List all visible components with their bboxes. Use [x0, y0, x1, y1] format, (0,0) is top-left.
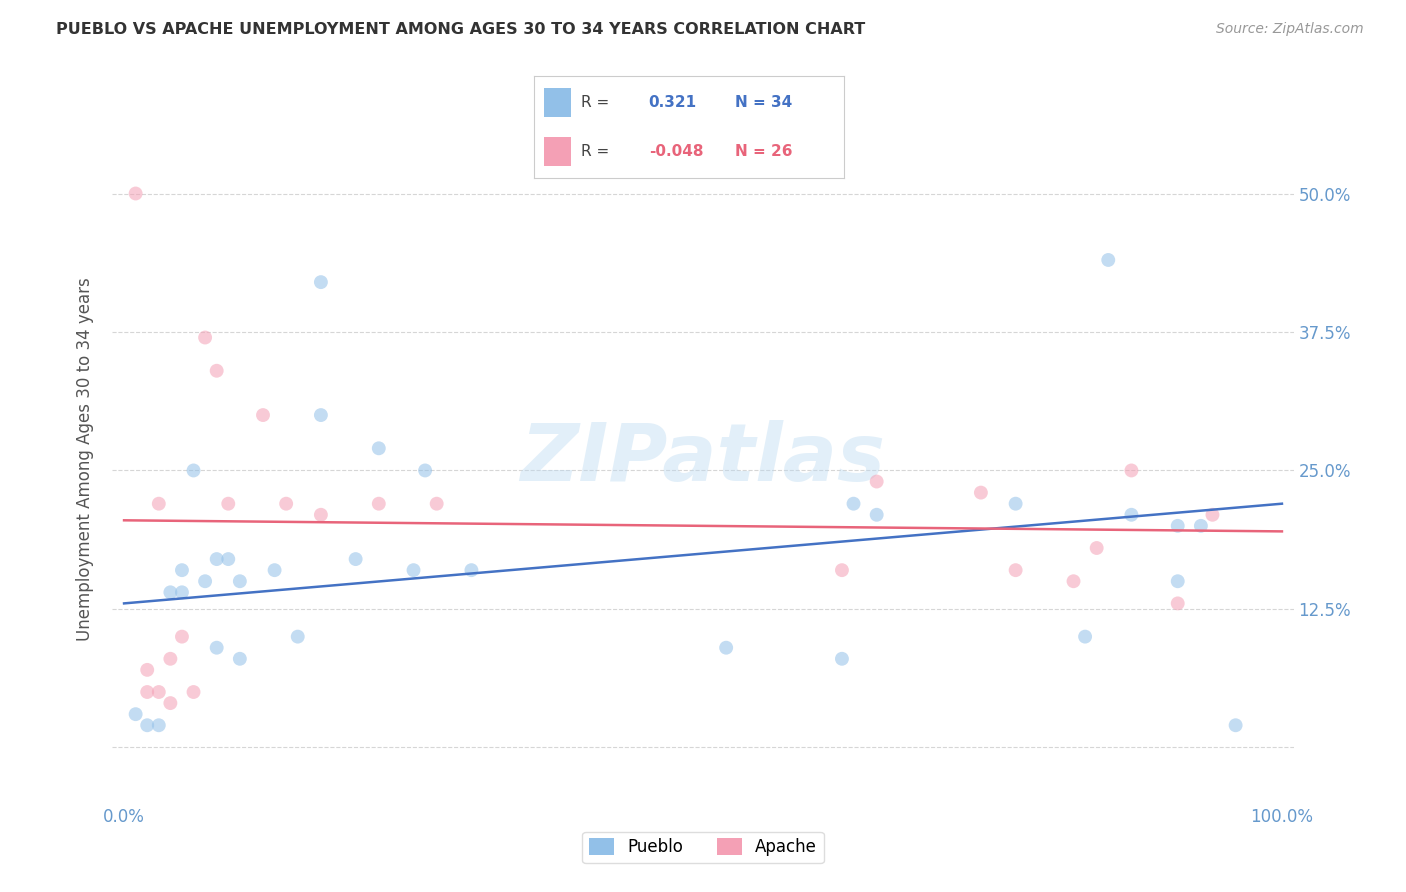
Y-axis label: Unemployment Among Ages 30 to 34 years: Unemployment Among Ages 30 to 34 years: [76, 277, 94, 641]
Point: [229, 574, 252, 589]
Point: [136, 718, 159, 732]
Point: [124, 186, 146, 201]
Point: [205, 552, 228, 566]
Point: [426, 497, 449, 511]
Point: [1074, 630, 1097, 644]
Point: [1121, 463, 1143, 477]
Point: [1085, 541, 1108, 555]
Point: [194, 574, 217, 589]
Point: [1189, 519, 1212, 533]
Point: [194, 330, 217, 344]
Point: [205, 364, 228, 378]
Point: [831, 652, 853, 666]
Text: PUEBLO VS APACHE UNEMPLOYMENT AMONG AGES 30 TO 34 YEARS CORRELATION CHART: PUEBLO VS APACHE UNEMPLOYMENT AMONG AGES…: [56, 22, 866, 37]
Point: [402, 563, 425, 577]
Point: [1121, 508, 1143, 522]
Text: N = 34: N = 34: [735, 95, 793, 110]
Point: [148, 685, 170, 699]
Point: [287, 630, 309, 644]
Point: [1097, 252, 1119, 267]
Point: [344, 552, 367, 566]
Point: [866, 508, 889, 522]
Text: R =: R =: [581, 145, 609, 160]
Bar: [544, 137, 571, 166]
Point: [1167, 596, 1189, 610]
Point: [124, 707, 146, 722]
Legend: Pueblo, Apache: Pueblo, Apache: [582, 831, 824, 863]
Point: [413, 463, 436, 477]
Text: 0.321: 0.321: [648, 95, 697, 110]
Point: [309, 408, 332, 422]
Point: [1201, 508, 1223, 522]
Point: [183, 463, 205, 477]
Point: [1004, 497, 1026, 511]
Text: ZIPatlas: ZIPatlas: [520, 420, 886, 499]
Point: [1004, 563, 1026, 577]
Text: N = 26: N = 26: [735, 145, 793, 160]
Point: [367, 442, 389, 456]
Point: [252, 408, 274, 422]
Point: [159, 696, 181, 710]
Point: [205, 640, 228, 655]
Point: [263, 563, 285, 577]
Bar: [544, 88, 571, 117]
Point: [309, 275, 332, 289]
Point: [136, 663, 159, 677]
Point: [170, 585, 193, 599]
Point: [183, 685, 205, 699]
Point: [831, 563, 853, 577]
Point: [1167, 574, 1189, 589]
Point: [148, 718, 170, 732]
Point: [148, 497, 170, 511]
Point: [970, 485, 993, 500]
Point: [714, 640, 737, 655]
Point: [460, 563, 482, 577]
Point: [276, 497, 298, 511]
Point: [1063, 574, 1085, 589]
Point: [170, 563, 193, 577]
Point: [217, 552, 239, 566]
Point: [309, 508, 332, 522]
Point: [159, 585, 181, 599]
Point: [159, 652, 181, 666]
Point: [170, 630, 193, 644]
Point: [136, 685, 159, 699]
Text: Source: ZipAtlas.com: Source: ZipAtlas.com: [1216, 22, 1364, 37]
Point: [229, 652, 252, 666]
Point: [866, 475, 889, 489]
Point: [1225, 718, 1247, 732]
Text: -0.048: -0.048: [648, 145, 703, 160]
Point: [842, 497, 865, 511]
Point: [1167, 519, 1189, 533]
Point: [217, 497, 239, 511]
Text: R =: R =: [581, 95, 609, 110]
Point: [367, 497, 389, 511]
